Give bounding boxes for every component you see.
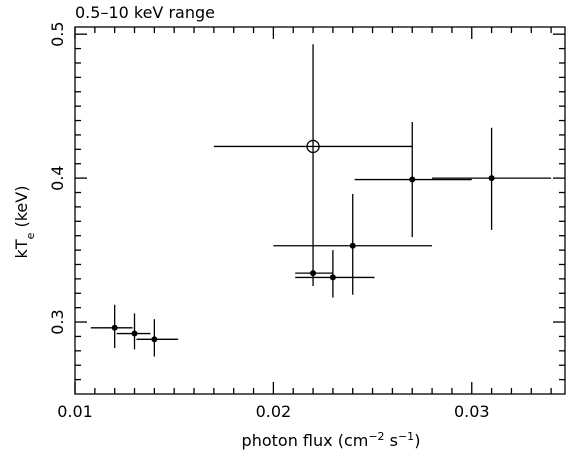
data-point [488, 175, 495, 182]
data-point [111, 324, 118, 331]
chart-title: 0.5–10 keV range [75, 3, 215, 22]
plot-layer: 0.01 0.02 0.03 0.3 0.4 0.5 [48, 21, 566, 421]
x-axis-label: photon flux (cm−2 s−1) [242, 430, 421, 451]
x-axis-label-mid: s [385, 431, 398, 450]
y-tick-label: 0.4 [48, 165, 67, 190]
x-tick-label: 0.03 [454, 402, 490, 421]
data-point [151, 336, 158, 343]
y-tick-label: 0.5 [48, 21, 67, 46]
y-axis-label: kTe (keV) [12, 186, 37, 259]
data-point [329, 274, 336, 281]
data-point [409, 176, 416, 183]
x-tick-label: 0.02 [256, 402, 292, 421]
data-point [310, 270, 317, 277]
x-axis-label-exp2: −1 [398, 430, 414, 443]
y-tick-label: 0.3 [48, 309, 67, 334]
x-axis-label-base: photon flux (cm [242, 431, 369, 450]
data-point [349, 242, 356, 249]
plot-frame [74, 26, 566, 395]
x-tick-label: 0.01 [57, 402, 93, 421]
x-axis-label-exp1: −2 [368, 430, 384, 443]
y-axis-label-base: kT [12, 239, 31, 258]
label-layer: 0.5–10 keV range photon flux (cm−2 s−1) … [12, 3, 420, 450]
x-axis-label-end: ) [414, 431, 420, 450]
y-axis-label-rest: (keV) [12, 186, 31, 233]
y-axis-label-sub: e [24, 232, 37, 239]
data-point [131, 330, 138, 337]
